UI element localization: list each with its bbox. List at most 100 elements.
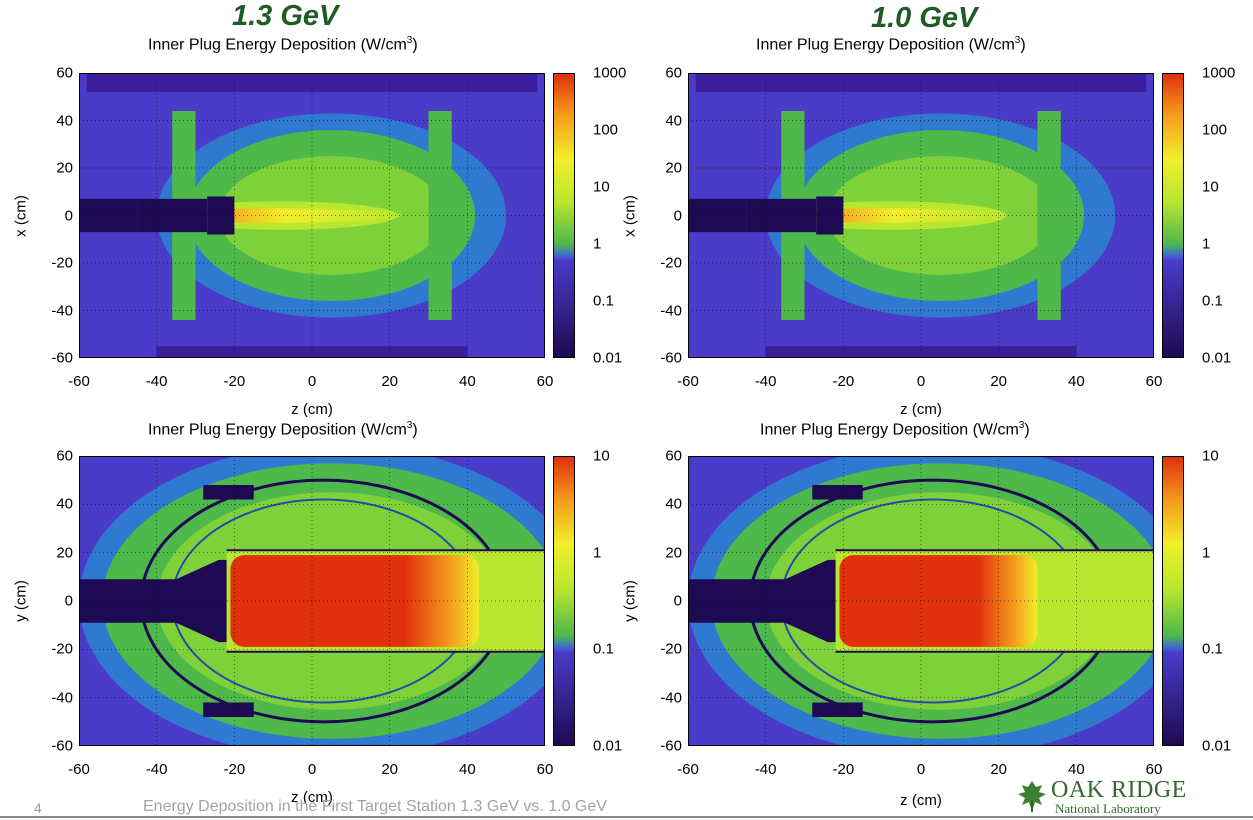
x-tick-label: 60 bbox=[536, 761, 554, 778]
panel-title-text: Inner Plug Energy Deposition (W/cm bbox=[148, 421, 407, 439]
y-axis-label: x (cm) bbox=[12, 194, 30, 237]
colorbar-tick-label: 0.1 bbox=[593, 292, 614, 310]
x-tick-label: 60 bbox=[1145, 761, 1163, 778]
x-tick-label: -20 bbox=[832, 761, 855, 778]
y-tick-label: 40 bbox=[665, 495, 682, 513]
panel-title-close: ) bbox=[1020, 36, 1026, 54]
y-tick-label: -20 bbox=[51, 254, 73, 272]
heatmap-plot-top-left bbox=[79, 73, 545, 358]
x-tick-label: 0 bbox=[916, 373, 926, 390]
plot-border bbox=[688, 456, 1154, 746]
heatmap-svg bbox=[688, 73, 1154, 358]
colorbar-tick-label: 10 bbox=[593, 178, 610, 196]
x-tick-label: 60 bbox=[1145, 373, 1163, 390]
colorbar-tick-label: 0.01 bbox=[593, 737, 623, 755]
hot-region bbox=[230, 555, 479, 647]
colorbar-tick-label: 1 bbox=[593, 235, 602, 253]
panel-title-top-right: Inner Plug Energy Deposition (W/cm3) bbox=[756, 36, 1026, 53]
colorbar-tick-label: 1000 bbox=[1202, 64, 1236, 82]
colorbar-tick-label: 1 bbox=[1202, 235, 1211, 253]
x-tick-label: -40 bbox=[754, 761, 777, 778]
panel-title-bottom-right: Inner Plug Energy Deposition (W/cm3) bbox=[760, 421, 1030, 438]
oak-leaf-icon bbox=[1018, 781, 1046, 812]
plug-left bbox=[79, 579, 130, 623]
y-tick-label: 0 bbox=[673, 592, 682, 610]
heatmap-svg bbox=[688, 456, 1154, 746]
panel-title-close: ) bbox=[1024, 421, 1030, 439]
x-tick-label: -60 bbox=[68, 373, 90, 390]
x-tick-label: -20 bbox=[223, 373, 246, 390]
heatmap-svg bbox=[79, 456, 545, 746]
colorbar-fill bbox=[554, 74, 574, 357]
x-tick-label: 60 bbox=[536, 373, 554, 390]
plot-border bbox=[79, 456, 545, 746]
x-tick-label: -20 bbox=[832, 373, 855, 390]
top-block bbox=[812, 485, 863, 500]
y-axis-label: x (cm) bbox=[621, 194, 639, 237]
colorbar-tick-label: 0.1 bbox=[593, 640, 614, 658]
colorbar-tick-label: 10 bbox=[1202, 178, 1219, 196]
colorbar-tick-label: 0.01 bbox=[1202, 349, 1232, 367]
y-tick-label: 20 bbox=[56, 159, 73, 177]
plug-left bbox=[688, 579, 739, 623]
y-tick-label: 60 bbox=[56, 447, 73, 465]
x-tick-label: 40 bbox=[1067, 373, 1085, 390]
x-tick-label: -20 bbox=[223, 761, 246, 778]
y-tick-label: 0 bbox=[64, 592, 73, 610]
x-tick-label: -60 bbox=[677, 761, 699, 778]
x-tick-label: 20 bbox=[990, 761, 1007, 778]
y-tick-label: -60 bbox=[660, 349, 682, 367]
colorbar-tick-label: 0.1 bbox=[1202, 292, 1223, 310]
y-tick-label: -40 bbox=[660, 302, 682, 319]
lower-band bbox=[765, 346, 1077, 358]
energy-label-right: 1.0 GeV bbox=[871, 2, 978, 34]
rib-1 bbox=[428, 111, 452, 320]
colorbar-top-right bbox=[1162, 73, 1184, 358]
colorbar-tick-label: 1 bbox=[1202, 544, 1211, 562]
bottom-block bbox=[812, 702, 863, 717]
x-tick-label: -40 bbox=[754, 373, 777, 390]
x-tick-label: -40 bbox=[145, 373, 168, 390]
colorbar-tick-label: 0.01 bbox=[1202, 737, 1232, 755]
y-tick-label: -20 bbox=[660, 254, 682, 272]
y-tick-label: 60 bbox=[665, 447, 682, 465]
plug-body bbox=[129, 559, 227, 643]
x-tick-label: 20 bbox=[990, 373, 1007, 390]
logo-subtitle: National Laboratory bbox=[1055, 801, 1161, 816]
x-tick-label: 40 bbox=[458, 373, 476, 390]
oak-ridge-logo: OAK RIDGE National Laboratory bbox=[1015, 777, 1205, 817]
y-tick-label: 0 bbox=[64, 207, 73, 224]
rib-1 bbox=[1037, 111, 1061, 320]
top-block bbox=[203, 485, 254, 500]
colorbar-tick-label: 0.01 bbox=[593, 349, 623, 367]
plug-body bbox=[738, 559, 836, 643]
colorbar-top-left bbox=[553, 73, 575, 358]
y-tick-label: -20 bbox=[51, 640, 73, 658]
colorbar-gradient bbox=[1163, 457, 1183, 745]
y-tick-label: -60 bbox=[51, 737, 73, 755]
y-tick-label: -40 bbox=[660, 689, 682, 707]
plot-border bbox=[688, 73, 1154, 358]
colorbar-bottom-right bbox=[1162, 456, 1184, 746]
energy-label-left: 1.3 GeV bbox=[232, 0, 339, 32]
panel-title-sup: 3 bbox=[406, 35, 413, 46]
y-tick-label: 60 bbox=[665, 64, 682, 82]
y-tick-label: -40 bbox=[51, 689, 73, 707]
y-tick-label: 40 bbox=[56, 112, 73, 129]
colorbar-fill bbox=[1163, 74, 1183, 357]
x-axis-label: z (cm) bbox=[900, 792, 942, 809]
colorbar-fill bbox=[554, 457, 574, 745]
panel-title-close: ) bbox=[412, 421, 418, 439]
y-tick-label: 20 bbox=[56, 544, 73, 562]
colorbar-gradient bbox=[554, 74, 574, 357]
heatmap-svg bbox=[79, 73, 545, 358]
x-axis-label: z (cm) bbox=[900, 401, 942, 418]
x-tick-label: -60 bbox=[677, 373, 699, 390]
x-tick-label: 40 bbox=[458, 761, 476, 778]
heatmap-plot-bottom-right bbox=[688, 456, 1154, 746]
x-tick-label: 0 bbox=[916, 761, 926, 778]
x-tick-label: 20 bbox=[381, 373, 398, 390]
y-tick-label: 20 bbox=[665, 544, 682, 562]
footer-divider bbox=[0, 816, 1253, 818]
bottom-block bbox=[203, 702, 254, 717]
